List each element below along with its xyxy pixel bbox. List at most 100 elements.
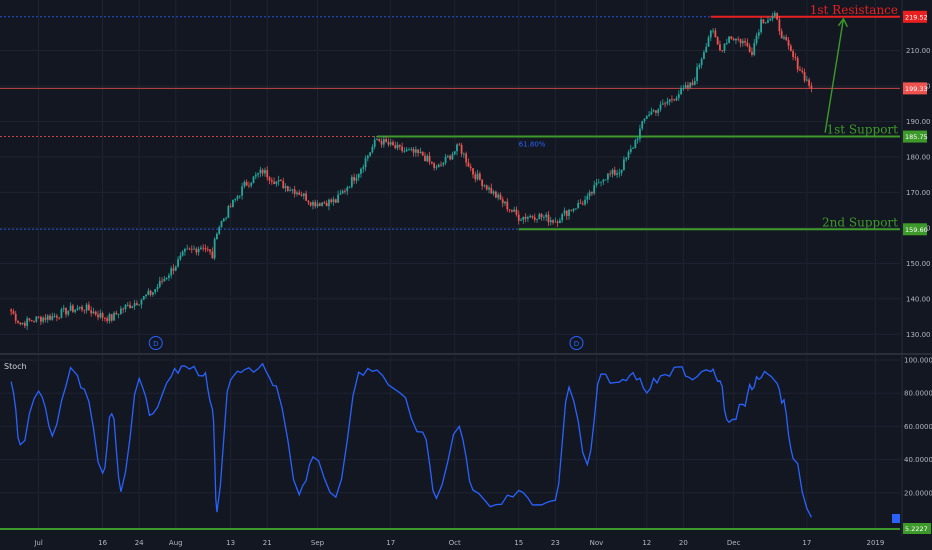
x-tick-label: 12 <box>642 539 651 547</box>
candle-body <box>650 111 653 115</box>
candle-body <box>213 239 216 259</box>
candle-body <box>291 189 294 191</box>
candle-body <box>570 209 573 211</box>
candle-body <box>554 221 557 223</box>
candle-body <box>67 310 70 315</box>
candle-body <box>764 22 767 24</box>
candle-body <box>140 299 143 305</box>
candle-body <box>266 170 269 178</box>
candle-body <box>353 176 356 181</box>
candle-body <box>396 144 399 149</box>
candle-body <box>542 217 545 218</box>
candle-body <box>607 173 609 180</box>
candle-body <box>321 202 324 206</box>
price-tag-label: 159.60 <box>905 226 928 234</box>
candle-body <box>154 289 157 293</box>
candle-body <box>664 103 666 105</box>
candle-body <box>323 202 326 204</box>
candle-body <box>103 317 106 319</box>
candle-body <box>51 316 54 320</box>
candle-body <box>414 149 417 153</box>
price-tag <box>903 223 927 236</box>
candle-body <box>552 220 554 223</box>
candle-body <box>344 191 346 192</box>
candle-body <box>334 199 337 203</box>
candle-body <box>401 146 404 152</box>
candle-body <box>184 249 186 252</box>
price-levels[interactable] <box>0 15 900 231</box>
candle-body <box>524 216 527 219</box>
candle-body <box>394 145 397 149</box>
dividend-icon[interactable] <box>569 336 584 350</box>
candle-body <box>371 146 374 153</box>
candle-body <box>451 154 454 160</box>
candle-body <box>707 37 710 47</box>
candle-body <box>410 148 413 150</box>
candle-body <box>467 162 470 167</box>
candle-body <box>174 266 177 271</box>
candle-body <box>476 173 479 180</box>
candle-body <box>289 190 291 191</box>
candle-body <box>597 182 600 184</box>
candle-body <box>81 306 83 310</box>
x-tick-label: 17 <box>386 539 395 547</box>
candle-body <box>254 174 257 177</box>
candle-body <box>456 144 458 152</box>
candle-body <box>204 248 207 250</box>
candle-body <box>581 203 584 205</box>
candle-body <box>428 155 431 162</box>
candle-body <box>577 202 580 209</box>
candle-body <box>142 296 145 300</box>
candle-body <box>14 313 17 321</box>
candle-body <box>712 30 714 32</box>
candle-body <box>165 277 168 279</box>
candle-body <box>378 138 381 141</box>
candle-body <box>328 199 330 207</box>
candle-body <box>767 20 769 23</box>
candle-body <box>229 206 232 208</box>
candle-body <box>584 199 586 205</box>
candle-body <box>623 159 625 170</box>
y-tick-label: 190.00 <box>906 118 931 126</box>
candle-body <box>376 138 378 140</box>
candle-body <box>236 196 239 199</box>
candle-body <box>172 268 175 271</box>
x-tick-label: 15 <box>514 539 523 547</box>
candle-body <box>691 82 694 85</box>
candle-body <box>284 186 287 188</box>
candle-body <box>469 166 472 169</box>
candle-body <box>76 308 79 310</box>
candle-body <box>776 12 779 20</box>
y-tick-label: 170.00 <box>906 189 931 197</box>
fib-label: 61.80% <box>519 141 546 149</box>
candle-body <box>261 169 264 174</box>
dividend-marker-label: D <box>153 340 158 348</box>
candle-body <box>39 316 42 322</box>
candle-body <box>540 214 543 218</box>
candle-body <box>101 313 104 318</box>
candle-body <box>298 192 301 195</box>
candle-body <box>508 209 511 211</box>
candle-body <box>257 173 259 175</box>
price-tag-label: 199.33 <box>905 85 928 93</box>
candle-body <box>357 173 360 178</box>
candle-body <box>684 85 687 88</box>
candle-body <box>238 195 241 197</box>
candle-body <box>366 155 369 159</box>
candle-body <box>252 176 255 183</box>
candle-body <box>618 172 621 174</box>
candle-body <box>332 199 335 203</box>
candle-body <box>490 187 493 194</box>
candle-body <box>385 139 388 143</box>
y-tick-label: 150.00 <box>906 260 931 268</box>
candles <box>10 10 813 330</box>
candle-body <box>716 37 719 45</box>
stoch-tick-label: 100.0000 <box>904 357 932 365</box>
candle-body <box>53 315 56 317</box>
dividend-icon[interactable] <box>148 336 163 350</box>
candle-body <box>645 115 648 119</box>
stoch-line <box>10 362 812 518</box>
candle-body <box>129 304 131 309</box>
candle-body <box>193 248 195 250</box>
